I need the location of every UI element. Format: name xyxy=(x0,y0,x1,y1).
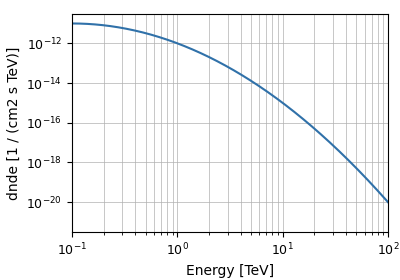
Y-axis label: dnde [1 / (cm2 s TeV)]: dnde [1 / (cm2 s TeV)] xyxy=(7,46,21,200)
X-axis label: Energy [TeV]: Energy [TeV] xyxy=(186,264,274,278)
